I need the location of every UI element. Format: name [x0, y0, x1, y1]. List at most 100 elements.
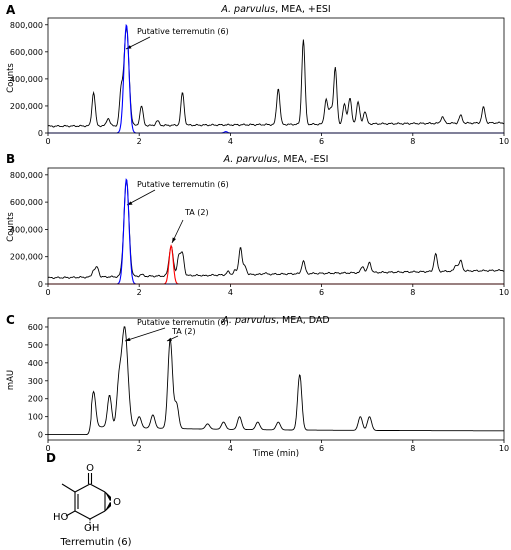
panel-a-ytick-label: 400,000: [10, 75, 43, 84]
panel-b-title: A. parvulus, MEA, -ESI: [223, 154, 329, 165]
panel-c-ylabel: mAU: [6, 370, 16, 390]
panel-d-letter: D: [46, 451, 56, 465]
panel-b-ytick-label: 400,000: [10, 225, 43, 234]
panel-a-xtick-label: 2: [137, 137, 142, 146]
panel-a-ylabel: Counts: [6, 63, 16, 93]
panel-b-title-rest: , MEA, -ESI: [277, 154, 328, 165]
panel-c-xtick-label: 8: [410, 444, 415, 453]
panel-b-annotation-text: Putative terremutin (6): [137, 180, 229, 189]
panel-a-annotation: Putative terremutin (6): [125, 27, 229, 50]
panel-b-trace-1: [47, 180, 505, 280]
panel-a-xtick-label: 0: [45, 137, 50, 146]
atom-oh: OH: [84, 523, 99, 534]
panel-b-annotation2-text: TA (2): [184, 208, 209, 217]
panel-a-title-rest: , MEA, +ESI: [275, 4, 331, 15]
panel-a-annotation-text: Putative terremutin (6): [137, 27, 229, 36]
panel-c-annotation2: TA (2): [166, 327, 196, 342]
bond-ho: [65, 510, 76, 517]
panel-b-ticks: 0 2 4 6 8 10 0 200,000 400,000 600,000 800,000: [10, 171, 509, 297]
bond-c4-c5: [74, 510, 91, 520]
panel-b-ylabel: Counts: [6, 212, 16, 242]
panel-b-annotation-arrow: [126, 189, 156, 206]
bond-methyl: [61, 483, 76, 493]
panel-c-ytick-label: 0: [38, 431, 43, 440]
panel-a-annotation-label: Putative terremutin (6): [137, 27, 229, 36]
panel-c-ytick-label: 600: [28, 323, 43, 332]
panel-b-annotation: Putative terremutin (6): [126, 180, 229, 206]
panel-a-title-italic: A. parvulus: [220, 4, 275, 15]
panel-a-ytick-label: 200,000: [10, 102, 43, 111]
panel-c-ytick-label: 200: [28, 395, 43, 404]
panel-c-ytick-label: 100: [28, 413, 43, 422]
panel-b-title-italic: A. parvulus: [223, 154, 278, 165]
panel-b-trace-3: [48, 244, 504, 285]
panel-c-frame: [47, 317, 505, 441]
atom-o-epoxide-mask: [111, 496, 122, 507]
panel-c-annotation-arrow: [124, 327, 166, 342]
panel-b-letter: B: [6, 152, 15, 166]
atom-o-carbonyl: O: [86, 463, 94, 474]
panel-b-xtick-label: 8: [410, 288, 415, 297]
panel-d: D O O HO OH Terremutin (: [46, 451, 132, 548]
panel-c-ytick-label: 400: [28, 359, 43, 368]
panel-a-trace-1: [47, 27, 505, 128]
panel-b-xtick-label: 0: [45, 288, 50, 297]
panel-a-annotation-arrowhead: [126, 45, 132, 49]
panel-b-ytick-label: 200,000: [10, 253, 43, 262]
atom-ho: HO: [53, 512, 69, 523]
panel-c-ytick-label: 500: [28, 341, 43, 350]
bond-c1-c2: [89, 483, 106, 493]
panel-c-trace-1: [48, 326, 504, 436]
panel-c-xlabel: Time (min): [252, 449, 299, 459]
panel-b-traces: [47, 178, 505, 285]
panel-c-annotation2-text: TA (2): [171, 327, 196, 336]
panel-c-xtick-label: 6: [319, 444, 324, 453]
panel-c-title-italic: A. parvulus: [221, 315, 276, 326]
panel-b-frame: [47, 167, 505, 285]
panel-b-xtick-label: 2: [137, 288, 142, 297]
panel-c: C A. parvulus, MEA, DAD mAU 0 2 4 6 8 1001002…: [6, 313, 509, 459]
panel-b: B A. parvulus, MEA, -ESI Counts 0 2 4 6 8 100…: [6, 152, 509, 297]
panel-b-trace-2: [48, 178, 504, 285]
panel-b-ytick-label: 800,000: [10, 171, 43, 180]
panel-a-xtick-label: 6: [319, 137, 324, 146]
panel-c-title: A. parvulus, MEA, DAD: [221, 315, 329, 326]
panel-c-annotation-text: Putative terremutin (6): [137, 318, 229, 327]
panel-a-ticks: 0 2 4 6 8 10 0 200,000 400,000 600,000 800,000: [10, 21, 509, 146]
panel-a-xtick-label: 4: [228, 137, 233, 146]
panel-c-letter: C: [6, 313, 15, 327]
panel-a-ytick-label: 800,000: [10, 21, 43, 30]
panel-b-annotation2: TA (2): [171, 208, 209, 244]
panel-c-ytick-label: 300: [28, 377, 43, 386]
panel-a-ytick-label: 0: [38, 129, 43, 138]
panel-b-xtick-label: 4: [228, 288, 233, 297]
panel-a-traces: [47, 23, 505, 134]
panel-b-xtick-label: 10: [499, 288, 509, 297]
panel-a-title: A. parvulus, MEA, +ESI: [220, 4, 330, 15]
panel-c-annotation2-label: TA (2): [171, 327, 196, 336]
bond-c3-c4: [89, 510, 106, 520]
panel-a-xtick-label: 8: [410, 137, 415, 146]
panel-b-ytick-label: 600,000: [10, 198, 43, 207]
panel-b-annotation2-label: TA (2): [184, 208, 209, 217]
terremutin-structure: [61, 471, 116, 530]
panel-c-traces: [48, 326, 504, 436]
panel-c-xtick-label: 2: [137, 444, 142, 453]
panel-b-ytick-label: 0: [38, 280, 43, 289]
panel-c-annotation-label: Putative terremutin (6): [137, 318, 229, 327]
structure-caption: Terremutin (6): [59, 537, 131, 548]
atom-o-epoxide: O: [113, 497, 121, 508]
panel-c-title-rest: , MEA, DAD: [276, 315, 330, 326]
panel-a-frame: [47, 17, 505, 134]
bond-c6-c1: [74, 483, 91, 493]
structure-caption-text: Terremutin (6): [59, 537, 131, 548]
panel-c-xtick-label: 10: [499, 444, 509, 453]
panel-a-letter: A: [6, 3, 16, 17]
panel-c-xtick-label: 0: [45, 444, 50, 453]
panel-a-ytick-label: 600,000: [10, 48, 43, 57]
panel-a-trace-2: [48, 23, 504, 134]
panel-b-xtick-label: 6: [319, 288, 324, 297]
panel-b-annotation2-arrowhead: [172, 237, 176, 243]
